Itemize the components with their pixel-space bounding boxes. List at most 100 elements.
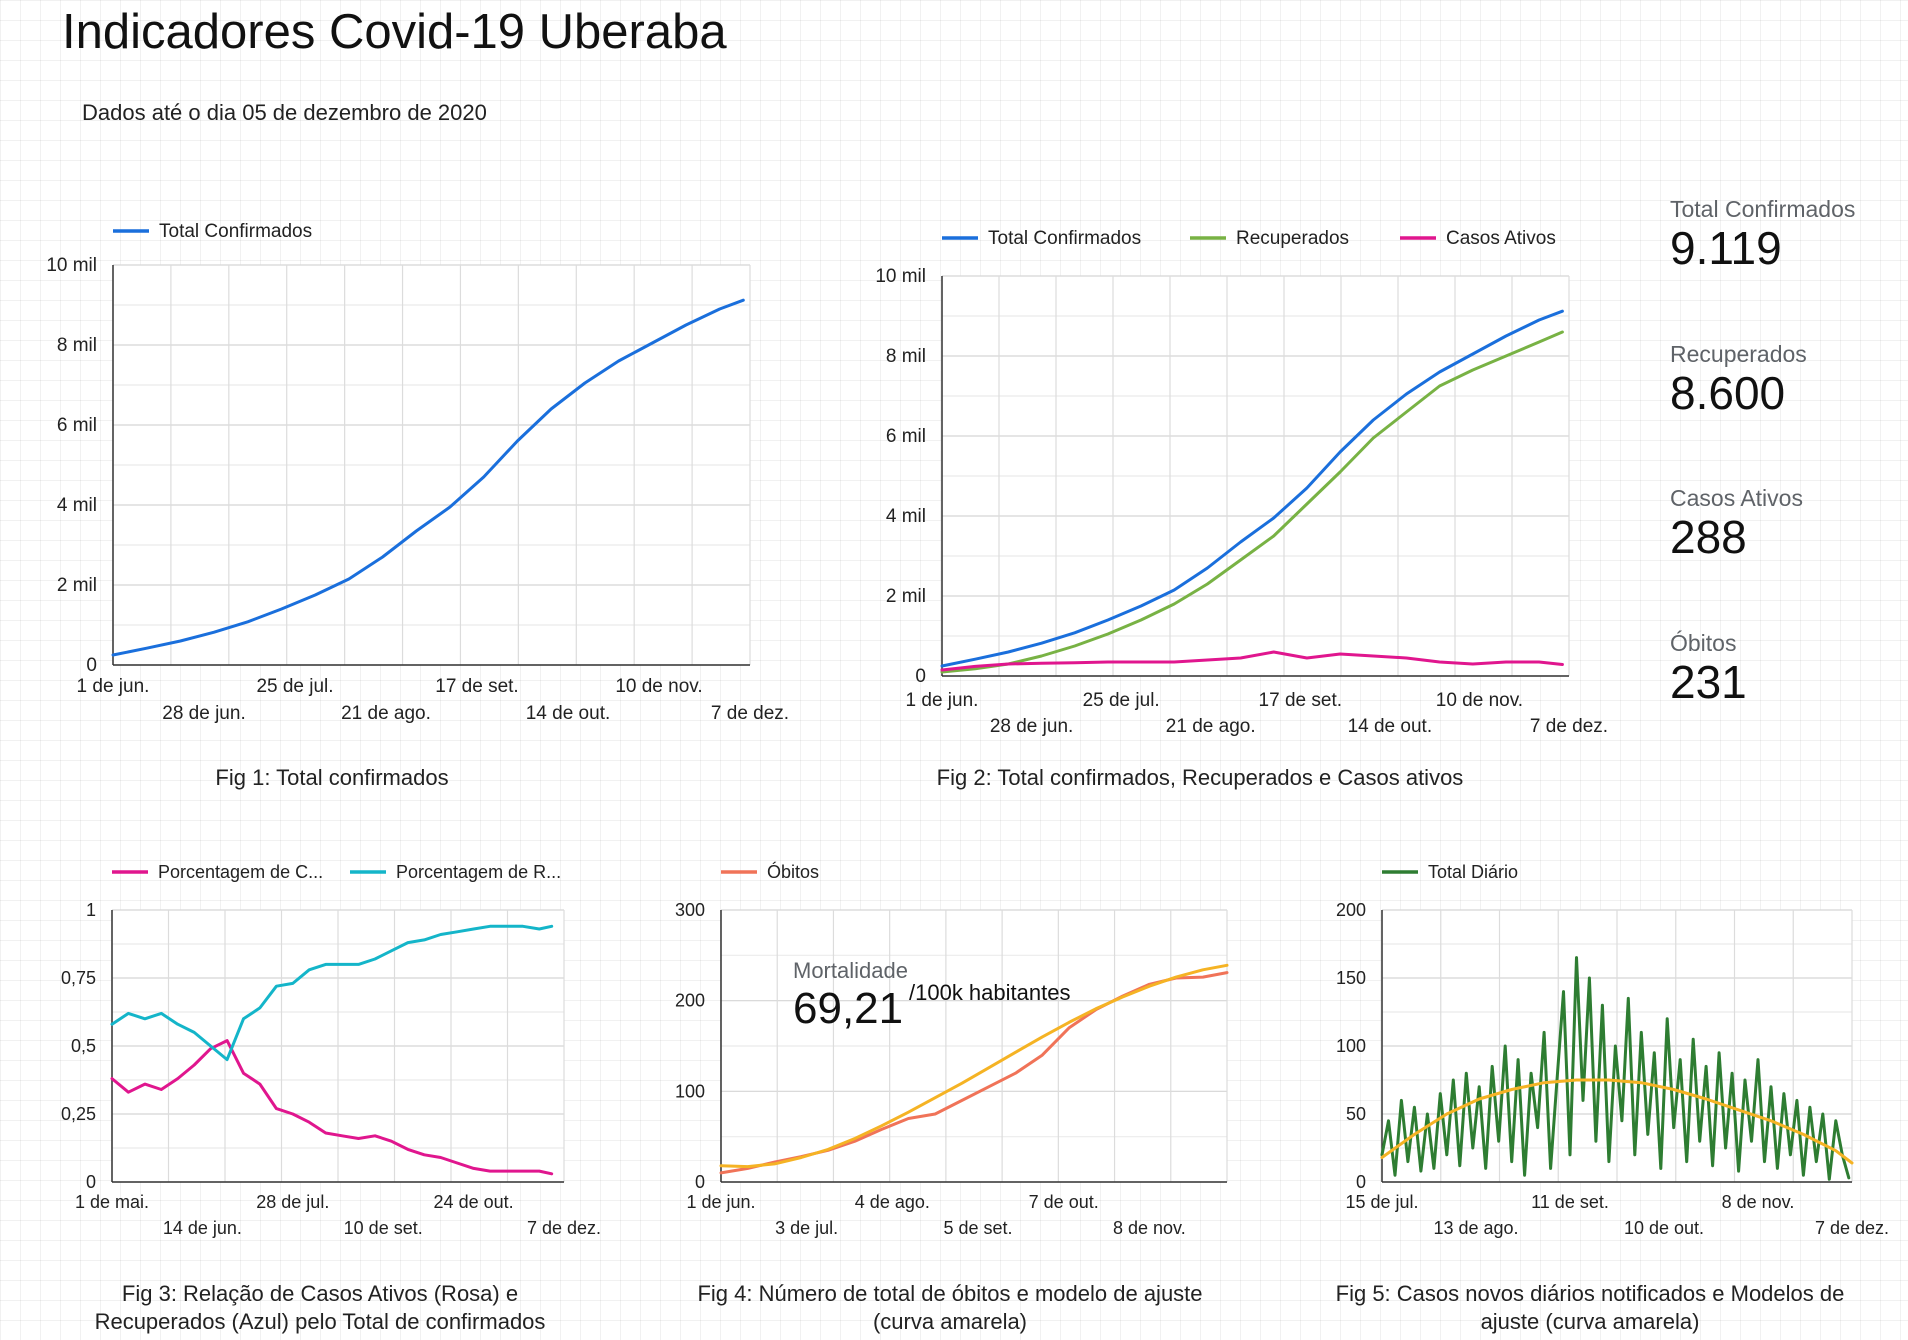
fig3-x-tick-label: 14 de jun.: [163, 1218, 242, 1238]
fig5-svg: 0 50 100 150 200 15 de jul. 13 de ago. 11 de se…: [1336, 862, 1889, 1238]
fig3-caption-line1: Fig 3: Relação de Casos Ativos (Rosa) e: [121, 1281, 519, 1306]
fig5-y-tick-label: 50: [1346, 1104, 1366, 1124]
fig1-y-tick-label: 6 mil: [57, 415, 97, 436]
fig1-y-tick-label: 0: [86, 655, 97, 676]
fig2-x-tick-label: 10 de nov.: [1436, 690, 1523, 711]
fig3-caption-line2: Recuperados (Azul) pelo Total de confirm…: [94, 1308, 546, 1334]
fig1-x-tick-label: 7 de dez.: [711, 703, 789, 724]
mortality-unit: /100k habitantes: [909, 980, 1071, 1005]
fig5-x-tick-label: 10 de out.: [1624, 1218, 1704, 1238]
fig3-x-tick-label: 28 de jul.: [256, 1192, 329, 1212]
kpi-total-confirmados: Total Confirmados 9.119: [1670, 196, 1900, 275]
kpi-recuperados: Recuperados 8.600: [1670, 341, 1900, 420]
fig5-caption: Fig 5: Casos novos diários notificados e…: [1300, 1280, 1880, 1335]
fig3-y-tick-label: 0,75: [61, 968, 96, 988]
fig1-y-tick-label: 2 mil: [57, 575, 97, 596]
fig1-svg: 0 2 mil 4 mil 6 mil 8 mil 10 mil 1 de jun. 28 d…: [46, 221, 789, 724]
fig2-legend-label: Total Confirmados: [988, 228, 1141, 249]
fig4-svg: 0 100 200 300 1 de jun. 3 de jul. 4 de ago. 5 d…: [675, 861, 1229, 1238]
fig1-caption: Fig 1: Total confirmados: [112, 764, 552, 792]
fig5-x-tick-label: 13 de ago.: [1433, 1218, 1518, 1238]
kpi-label: Óbitos: [1670, 630, 1737, 656]
fig1-chart: 0 2 mil 4 mil 6 mil 8 mil 10 mil 1 de jun. 28 d…: [0, 205, 820, 745]
fig3-series-1-line: [110, 924, 554, 1062]
fig2-x-tick-label: 1 de jun.: [906, 690, 979, 711]
fig2-series-2-line: [940, 650, 1564, 672]
fig5-x-tick-label: 7 de dez.: [1815, 1218, 1889, 1238]
fig4-caption-line2: (curva amarela): [872, 1308, 1028, 1334]
fig2-svg: 0 2 mil 4 mil 6 mil 8 mil 10 mil 1 de jun. 28 d…: [875, 228, 1608, 737]
kpi-casos-ativos: Casos Ativos 288: [1670, 485, 1900, 564]
fig1-y-tick-label: 4 mil: [57, 495, 97, 516]
fig1-legend-label: Total Confirmados: [159, 221, 312, 242]
fig3-chart: 0 0,25 0,5 0,75 1 1 de mai. 14 de jun. 28 de ju…: [0, 850, 620, 1250]
fig1-y-tick-label: 10 mil: [46, 255, 97, 276]
fig4-series-1-line: [719, 963, 1229, 1169]
page-subtitle: Dados até o dia 05 de dezembro de 2020: [82, 100, 487, 125]
page-title: Indicadores Covid-19 Uberaba: [62, 5, 727, 59]
fig5-x-tick-label: 11 de set.: [1531, 1192, 1609, 1212]
fig1-y-tick-label: 8 mil: [57, 335, 97, 356]
fig5-series-1-line: [1380, 1078, 1854, 1165]
kpi-label: Total Confirmados: [1670, 196, 1856, 222]
fig3-x-tick-label: 10 de set.: [344, 1218, 423, 1238]
fig2-chart: 0 2 mil 4 mil 6 mil 8 mil 10 mil 1 de jun. 28 d…: [860, 212, 1620, 752]
kpi-value: 8.600: [1670, 367, 1786, 419]
fig5-series-0-line: [1380, 956, 1851, 1181]
fig2-caption: Fig 2: Total confirmados, Recuperados e …: [880, 764, 1520, 792]
fig4-x-tick-label: 1 de jun.: [686, 1192, 755, 1212]
fig4-caption-line1: Fig 4: Número de total de óbitos e model…: [697, 1281, 1203, 1306]
fig1-x-tick-label: 10 de nov.: [615, 676, 702, 697]
fig2-grid: [941, 275, 1570, 677]
fig2-legend-label: Recuperados: [1236, 228, 1349, 249]
fig4-x-tick-label: 7 de out.: [1029, 1192, 1099, 1212]
fig1-x-tick-label: 1 de jun.: [77, 676, 150, 697]
fig2-x-tick-label: 28 de jun.: [990, 716, 1073, 737]
fig3-grid: [111, 909, 565, 1183]
fig2-legend-label: Casos Ativos: [1446, 228, 1556, 249]
fig5-x-tick-label: 15 de jul.: [1345, 1192, 1418, 1212]
fig4-y-tick-label: 300: [675, 900, 705, 920]
fig1-x-tick-label: 14 de out.: [526, 703, 611, 724]
fig3-y-tick-label: 1: [86, 900, 96, 920]
fig3-y-tick-label: 0,25: [61, 1104, 96, 1124]
fig4-grid: [720, 909, 1228, 1183]
fig1-x-tick-label: 25 de jul.: [256, 676, 333, 697]
fig5-y-tick-label: 200: [1336, 900, 1366, 920]
fig2-x-tick-label: 21 de ago.: [1166, 716, 1256, 737]
fig3-series-0-line: [110, 1039, 554, 1176]
fig2-y-tick-label: 2 mil: [886, 586, 926, 607]
fig5-y-tick-label: 100: [1336, 1036, 1366, 1056]
fig2-x-tick-label: 25 de jul.: [1083, 690, 1160, 711]
fig3-caption: Fig 3: Relação de Casos Ativos (Rosa) e …: [40, 1280, 600, 1335]
fig2-x-tick-label: 17 de set.: [1259, 690, 1342, 711]
fig3-svg: 0 0,25 0,5 0,75 1 1 de mai. 14 de jun. 28 de ju…: [61, 862, 601, 1238]
kpi-label: Recuperados: [1670, 341, 1807, 367]
fig4-x-tick-label: 8 de nov.: [1113, 1218, 1186, 1238]
mortality-value: 69,21: [793, 984, 904, 1033]
fig4-legend-label: Óbitos: [767, 861, 819, 882]
kpi-value: 9.119: [1670, 222, 1782, 274]
fig3-legend-label: Porcentagem de C...: [158, 862, 323, 882]
fig2-x-tick-label: 7 de dez.: [1530, 716, 1608, 737]
fig3-x-tick-label: 7 de dez.: [527, 1218, 601, 1238]
fig4-x-tick-label: 3 de jul.: [775, 1218, 838, 1238]
fig5-x-tick-label: 8 de nov.: [1722, 1192, 1795, 1212]
fig2-x-tick-label: 14 de out.: [1348, 716, 1433, 737]
fig2-caption-text: Fig 2: Total confirmados, Recuperados e …: [936, 765, 1464, 790]
kpi-label: Casos Ativos: [1670, 485, 1803, 511]
fig3-y-tick-label: 0: [86, 1172, 96, 1192]
fig4-x-tick-label: 4 de ago.: [855, 1192, 930, 1212]
fig4-y-tick-label: 200: [675, 991, 705, 1011]
fig4-y-tick-label: 0: [695, 1172, 705, 1192]
fig5-y-tick-label: 150: [1336, 968, 1366, 988]
fig1-series-0-line: [111, 298, 745, 657]
fig2-series-0-line: [940, 309, 1564, 668]
fig4-chart: 0 100 200 300 1 de jun. 3 de jul. 4 de ago. 5 d…: [640, 850, 1260, 1250]
fig3-x-tick-label: 24 de out.: [434, 1192, 514, 1212]
fig2-y-tick-label: 10 mil: [875, 266, 926, 287]
kpi-value: 288: [1670, 511, 1747, 563]
fig4-y-tick-label: 100: [675, 1081, 705, 1101]
fig5-y-tick-label: 0: [1356, 1172, 1366, 1192]
kpi-obitos: Óbitos 231: [1670, 630, 1900, 709]
